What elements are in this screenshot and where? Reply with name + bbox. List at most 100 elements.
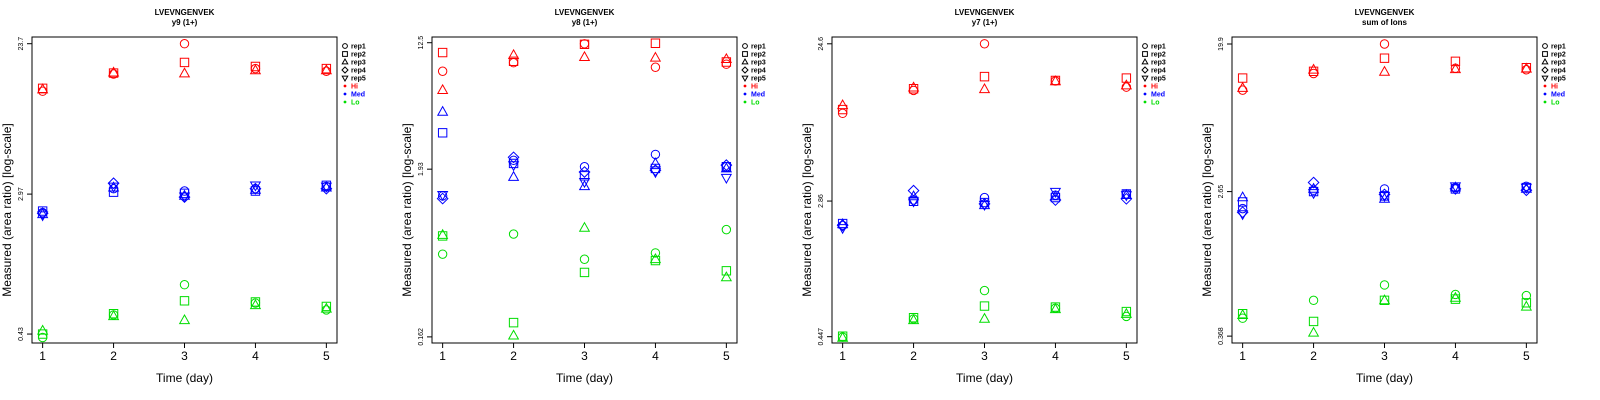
legend-label: Med (1151, 92, 1165, 99)
chart-subtitle: y7 (1+) (972, 18, 998, 27)
legend-marker (741, 75, 749, 83)
legend-marker (741, 57, 749, 65)
data-point (436, 192, 449, 205)
plot-frame (1231, 36, 1538, 344)
data-point (649, 157, 662, 168)
data-point (507, 151, 520, 164)
data-point (1379, 53, 1390, 63)
data-point (579, 267, 590, 278)
legend-marker (741, 66, 749, 74)
legend-label: rep4 (351, 68, 366, 75)
data-point (1236, 81, 1249, 92)
data-point (1120, 188, 1133, 200)
data-point (979, 285, 990, 296)
data-point (437, 47, 448, 58)
legend-label: Hi (351, 84, 358, 91)
legend-marker (341, 75, 349, 83)
chart-title: LVEVNGENVEK (1355, 8, 1415, 17)
legend-label: rep4 (1551, 68, 1566, 75)
x-tick-label: 5 (323, 349, 330, 363)
legend-label: Lo (751, 100, 760, 107)
data-point (650, 38, 661, 48)
legend-color-dot (1143, 84, 1147, 88)
x-tick-label: 3 (581, 349, 588, 363)
data-point (250, 297, 261, 307)
legend-label: Hi (1151, 84, 1158, 91)
data-point (1308, 186, 1319, 197)
data-point (720, 173, 733, 185)
data-point (1379, 280, 1390, 290)
legend-color-dot (1143, 100, 1147, 104)
legend-marker (1141, 75, 1149, 83)
data-point (1307, 63, 1320, 74)
legend-color-dot (343, 92, 347, 96)
legend-color-dot (1543, 84, 1547, 88)
legend-marker (1542, 51, 1548, 57)
data-point (1378, 65, 1391, 76)
legend-label: rep3 (751, 60, 766, 67)
data-point (1237, 73, 1248, 83)
legend-label: rep3 (351, 60, 366, 67)
y-tick-label: 2.65 (1218, 185, 1225, 199)
data-point (508, 158, 519, 169)
chart-title: LVEVNGENVEK (955, 8, 1015, 17)
data-point (836, 99, 849, 110)
data-point (649, 51, 662, 62)
data-point (1049, 75, 1062, 86)
data-point (1308, 66, 1319, 77)
y-axis-label: Measured (area ratio) [log-scale] (800, 123, 814, 296)
data-point (979, 71, 990, 82)
x-tick-label: 3 (181, 349, 188, 363)
chart-subtitle: y8 (1+) (572, 18, 598, 27)
chart-subtitle: y9 (1+) (172, 18, 198, 27)
data-point (437, 128, 448, 138)
x-tick-label: 2 (110, 349, 117, 363)
chart-subtitle: sum of Ions (1362, 18, 1407, 27)
x-tick-label: 5 (1123, 349, 1130, 363)
data-point (579, 39, 590, 49)
legend-label: rep5 (1551, 76, 1566, 83)
y-tick-label: 0.43 (18, 327, 25, 341)
data-point (1236, 308, 1249, 320)
x-tick-label: 5 (1523, 349, 1530, 363)
legend-label: Lo (1151, 100, 1160, 107)
data-point (579, 254, 590, 264)
data-point (1378, 294, 1391, 305)
legend-label: rep4 (1151, 68, 1166, 75)
legend-label: rep2 (751, 52, 766, 59)
data-point (1521, 65, 1532, 75)
data-point (837, 104, 848, 115)
data-point (1307, 182, 1320, 193)
legend-label: rep2 (351, 52, 366, 59)
data-point (1521, 290, 1532, 301)
y-tick-label: 1.93 (418, 162, 425, 176)
data-point (978, 312, 991, 323)
data-point (1520, 62, 1533, 73)
y-axis-label: Measured (area ratio) [log-scale] (1200, 123, 1214, 296)
data-point (1308, 295, 1319, 306)
legend-marker (342, 51, 348, 57)
data-point (436, 105, 449, 116)
legend-label: rep1 (351, 44, 366, 51)
legend-marker (742, 43, 748, 49)
x-tick-label: 1 (439, 349, 446, 363)
data-point (1520, 184, 1533, 197)
legend-marker (742, 51, 748, 57)
data-point (650, 255, 661, 266)
data-point (36, 207, 49, 219)
y-tick-label: 0.368 (1218, 327, 1225, 345)
y-tick-label: 23.7 (18, 37, 25, 51)
data-point (979, 301, 990, 311)
legend-color-dot (1543, 100, 1547, 104)
data-point (436, 228, 449, 239)
legend-marker (342, 43, 348, 49)
y-tick-label: 0.162 (418, 328, 425, 346)
data-point (320, 182, 333, 193)
data-point (978, 83, 991, 94)
legend-label: rep1 (1551, 44, 1566, 51)
data-point (436, 83, 449, 95)
data-point (908, 196, 919, 207)
data-point (249, 183, 262, 194)
